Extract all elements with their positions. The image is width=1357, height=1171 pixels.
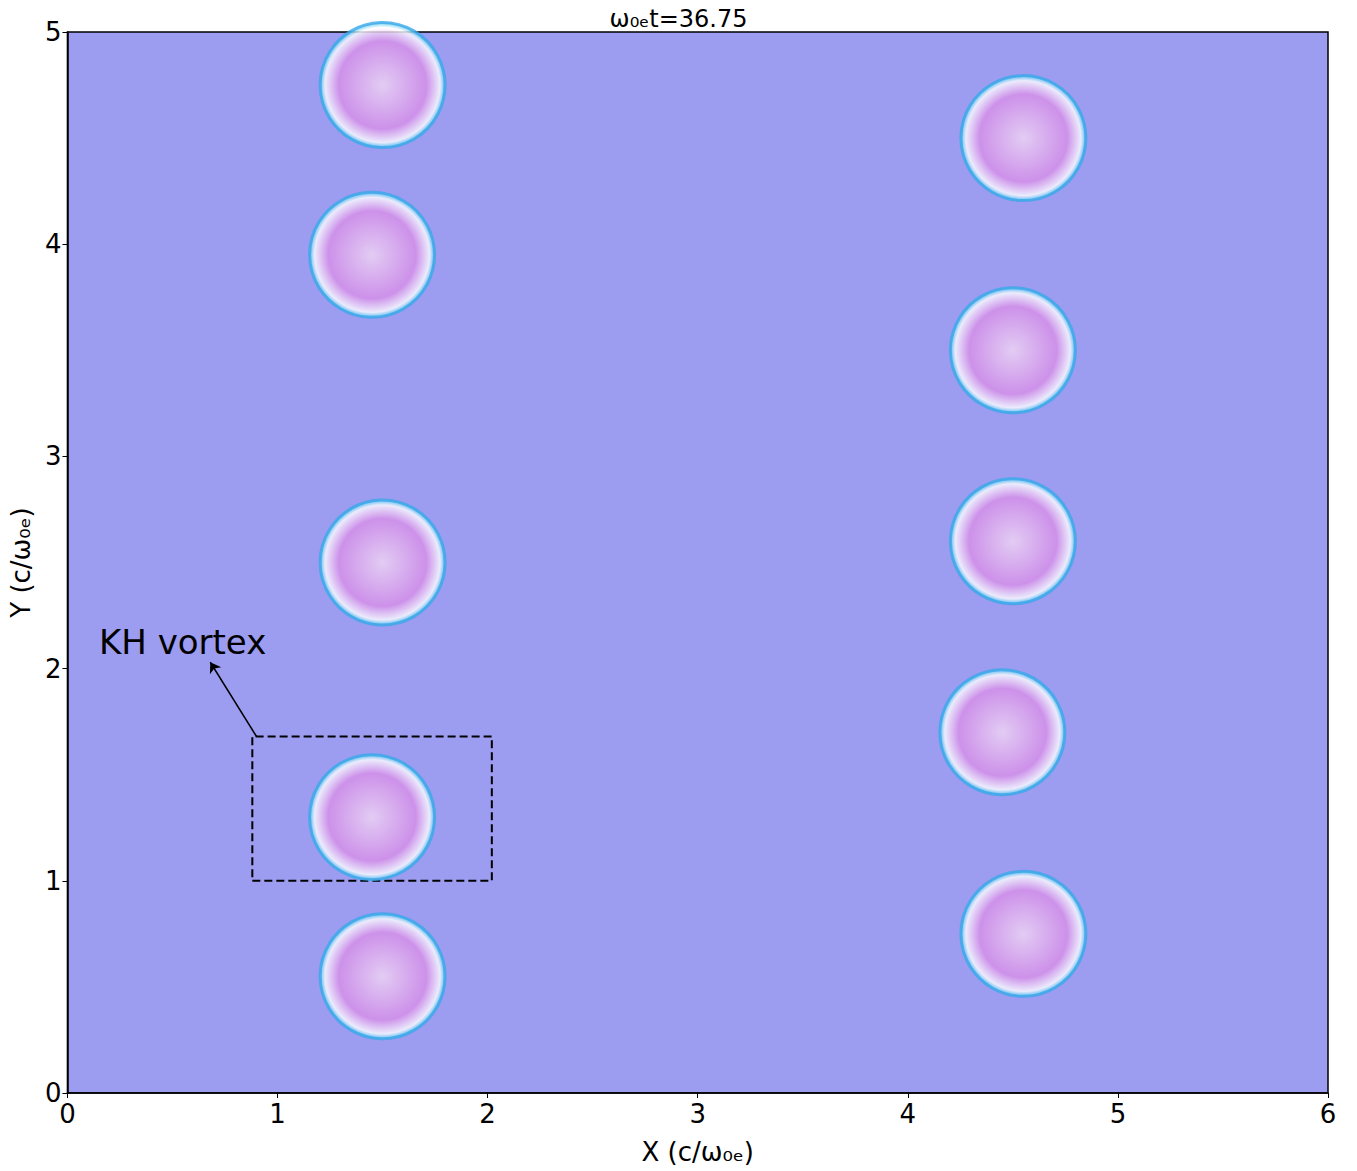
svg-text:4: 4 — [45, 229, 62, 259]
svg-text:2: 2 — [479, 1099, 496, 1129]
svg-text:5: 5 — [45, 17, 62, 47]
svg-text:1: 1 — [269, 1099, 286, 1129]
svg-text:2: 2 — [45, 654, 62, 684]
svg-text:ω₀ₑt=36.75: ω₀ₑt=36.75 — [610, 5, 748, 33]
svg-text:Y (c/ω₀ₑ): Y (c/ω₀ₑ) — [6, 507, 36, 619]
svg-text:6: 6 — [1320, 1099, 1337, 1129]
svg-text:4: 4 — [900, 1099, 917, 1129]
svg-text:5: 5 — [1110, 1099, 1127, 1129]
svg-text:3: 3 — [689, 1099, 706, 1129]
svg-text:0: 0 — [59, 1099, 76, 1129]
svg-text:KH vortex: KH vortex — [99, 622, 266, 662]
svg-text:3: 3 — [45, 441, 62, 471]
svg-text:1: 1 — [45, 866, 62, 896]
svg-text:X (c/ω₀ₑ): X (c/ω₀ₑ) — [641, 1137, 753, 1167]
svg-text:0: 0 — [44, 1078, 62, 1108]
